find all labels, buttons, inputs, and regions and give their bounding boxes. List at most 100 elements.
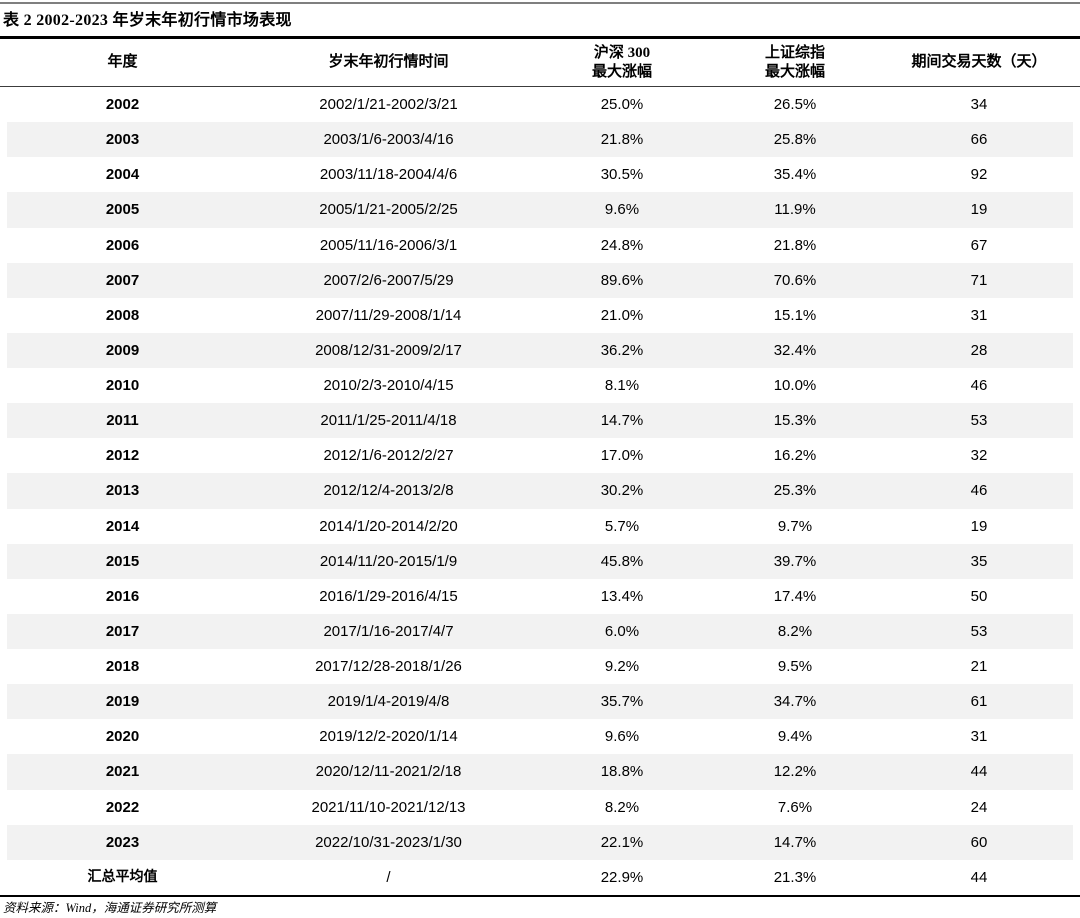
period-cell: 2011/1/25-2011/4/18 (320, 412, 457, 430)
table-row: 2007 2007/2/6-2007/5/29 89.6% 70.6% 71 (0, 262, 1080, 298)
csi300-max-gain-cell: 9.2% (604, 658, 640, 676)
csi300-max-gain-cell: 36.2% (600, 341, 644, 359)
period-cell: 2014/1/20-2014/2/20 (319, 517, 458, 535)
csi300-max-gain-cell: 22.1% (600, 833, 644, 851)
table-row: 2009 2008/12/31-2009/2/17 36.2% 32.4% 28 (0, 332, 1080, 368)
table-row: 2006 2005/11/16-2006/3/1 24.8% 21.8% 67 (0, 228, 1080, 263)
table-row: 2022 2021/11/10-2021/12/13 8.2% 7.6% 24 (0, 790, 1080, 825)
header-sse-line2: 最大涨幅 (764, 63, 825, 80)
sse-max-gain-cell: 15.1% (773, 306, 817, 324)
table-row: 2020 2019/12/2-2020/1/14 9.6% 9.4% 31 (0, 719, 1080, 754)
table-row: 2008 2007/11/29-2008/1/14 21.0% 15.1% 31 (0, 298, 1080, 333)
sse-max-gain-cell: 10.0% (773, 377, 817, 395)
trading-days-cell: 28 (970, 341, 988, 359)
sse-max-gain-cell: 25.3% (773, 482, 817, 500)
trading-days-cell: 60 (970, 833, 988, 851)
sse-max-gain-cell: 26.5% (773, 96, 817, 114)
year-cell: 2023 (105, 833, 140, 851)
table-title: 表 2 2002-2023 年岁末年初行情市场表现 (3, 12, 292, 29)
year-cell: 2017 (105, 622, 140, 640)
trading-days-cell: 31 (970, 306, 988, 324)
period-cell: 2019/1/4-2019/4/8 (327, 693, 450, 711)
trading-days-cell: 66 (970, 131, 988, 149)
csi300-max-gain-cell: 18.8% (600, 763, 644, 781)
period-cell: 2021/11/10-2021/12/13 (311, 798, 466, 816)
header-csi300-line1: 沪深 300 (593, 44, 651, 61)
table-row: 2018 2017/12/28-2018/1/26 9.2% 9.5% 21 (0, 649, 1080, 684)
period-cell: 2007/11/29-2008/1/14 (315, 306, 462, 324)
sse-max-gain-cell: 21.3% (773, 868, 817, 886)
period-cell: 2008/12/31-2009/2/17 (315, 341, 462, 359)
header-rule (0, 86, 1080, 87)
year-cell: 2019 (105, 693, 140, 711)
bottom-rule (0, 895, 1080, 897)
period-cell: 2007/2/6-2007/5/29 (323, 271, 454, 289)
csi300-max-gain-cell: 35.7% (600, 693, 644, 711)
period-cell: 2003/11/18-2004/4/6 (319, 166, 458, 184)
table-row: 2002 2002/1/21-2002/3/21 25.0% 26.5% 34 (0, 87, 1080, 122)
period-cell: 2022/10/31-2023/1/30 (315, 833, 462, 851)
sse-max-gain-cell: 25.8% (773, 131, 817, 149)
table-row: 2012 2012/1/6-2012/2/27 17.0% 16.2% 32 (0, 438, 1080, 473)
year-cell: 2015 (105, 552, 140, 570)
year-cell: 2021 (105, 763, 140, 781)
table-row: 2021 2020/12/11-2021/2/18 18.8% 12.2% 44 (0, 754, 1080, 790)
table-row: 2015 2014/11/20-2015/1/9 45.8% 39.7% 35 (0, 543, 1080, 579)
csi300-max-gain-cell: 17.0% (600, 447, 644, 465)
header-year-label: 年度 (107, 54, 138, 70)
csi300-max-gain-cell: 6.0% (604, 622, 640, 640)
year-cell: 2016 (105, 587, 140, 605)
trading-days-cell: 24 (970, 798, 988, 816)
sse-max-gain-cell: 35.4% (773, 166, 817, 184)
year-cell: 2003 (105, 131, 140, 149)
sse-max-gain-cell: 15.3% (773, 412, 817, 430)
csi300-max-gain-cell: 24.8% (600, 236, 644, 254)
trading-days-cell: 53 (970, 622, 988, 640)
csi300-max-gain-cell: 13.4% (600, 587, 644, 605)
header-trading-days: 期间交易天数（天） (878, 39, 1080, 86)
trading-days-cell: 71 (970, 271, 988, 289)
csi300-max-gain-cell: 5.7% (604, 517, 640, 535)
sse-max-gain-cell: 11.9% (774, 201, 816, 219)
period-cell: 2014/11/20-2015/1/9 (319, 552, 458, 570)
trading-days-cell: 31 (970, 728, 988, 746)
sse-max-gain-cell: 7.6% (777, 798, 813, 816)
header-sse-line1: 上证综指 (764, 44, 825, 61)
sse-max-gain-cell: 39.7% (773, 552, 817, 570)
year-cell: 2008 (105, 306, 140, 324)
csi300-max-gain-cell: 30.2% (600, 482, 644, 500)
trading-days-cell: 34 (970, 96, 988, 114)
sse-max-gain-cell: 8.2% (777, 622, 813, 640)
table-body: 2002 2002/1/21-2002/3/21 25.0% 26.5% 34 2003 2… (0, 87, 1080, 895)
period-cell: 2020/12/11-2021/2/18 (315, 763, 462, 781)
sse-max-gain-cell: 21.8% (773, 236, 817, 254)
year-cell: 汇总平均值 (87, 869, 158, 885)
header-year: 年度 (0, 39, 245, 86)
trading-days-cell: 61 (970, 693, 988, 711)
sse-max-gain-cell: 70.6% (773, 271, 817, 289)
csi300-max-gain-cell: 14.7% (600, 412, 644, 430)
table-row: 2005 2005/1/21-2005/2/25 9.6% 11.9% 19 (0, 192, 1080, 228)
year-cell: 2004 (105, 166, 140, 184)
header-csi300: 沪深 300 最大涨幅 (532, 39, 712, 86)
csi300-max-gain-cell: 8.2% (604, 798, 640, 816)
header-sse: 上证综指 最大涨幅 (712, 39, 878, 86)
csi300-max-gain-cell: 21.8% (600, 131, 644, 149)
table-row: 2011 2011/1/25-2011/4/18 14.7% 15.3% 53 (0, 403, 1080, 439)
period-cell: 2012/12/4-2013/2/8 (323, 482, 454, 500)
table-row: 2019 2019/1/4-2019/4/8 35.7% 34.7% 61 (0, 684, 1080, 720)
csi300-max-gain-cell: 89.6% (600, 271, 644, 289)
year-cell: 2007 (105, 271, 140, 289)
source-note: 资料来源：Wind，海通证券研究所测算 (3, 901, 217, 915)
year-cell: 2009 (105, 341, 140, 359)
trading-days-cell: 46 (970, 377, 988, 395)
period-cell: 2005/11/16-2006/3/1 (319, 236, 458, 254)
period-cell: 2016/1/29-2016/4/15 (319, 587, 458, 605)
table-header-row: 年度 岁末年初行情时间 沪深 300 最大涨幅 上证综指 最大涨幅 期间交易天数… (0, 39, 1080, 86)
trading-days-cell: 44 (970, 763, 988, 781)
trading-days-cell: 32 (970, 447, 988, 465)
period-cell: 2005/1/21-2005/2/25 (319, 201, 458, 219)
period-cell: 2019/12/2-2020/1/14 (319, 728, 458, 746)
year-cell: 2014 (105, 517, 140, 535)
sse-max-gain-cell: 12.2% (773, 763, 817, 781)
